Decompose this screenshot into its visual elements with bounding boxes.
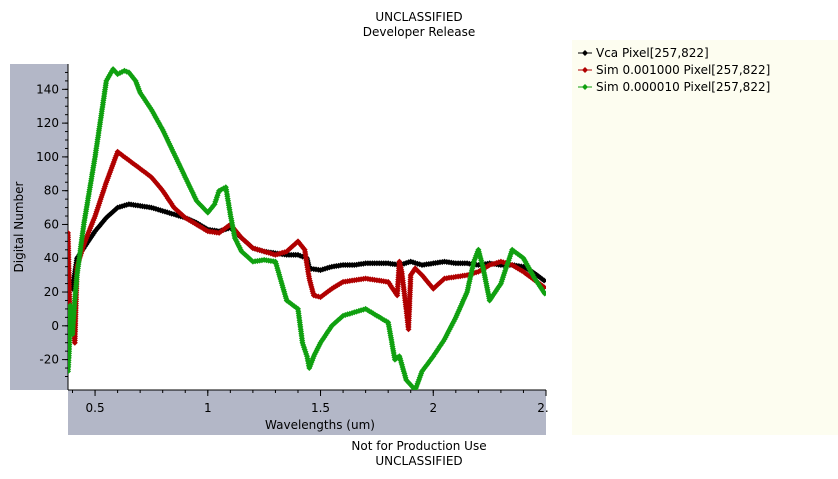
y-tick-label: 0	[51, 319, 59, 333]
legend-item-sim-00001[interactable]: Sim 0.000010 Pixel[257,822]	[578, 79, 770, 95]
classification-header: UNCLASSIFIED	[375, 10, 463, 24]
legend-swatch-sim-001	[578, 64, 592, 76]
legend-label-sim-001: Sim 0.001000 Pixel[257,822]	[596, 63, 771, 77]
y-tick-label: 140	[36, 82, 59, 96]
data-point-vca	[541, 277, 546, 284]
data-point-sim-00001	[123, 68, 130, 75]
data-point-sim-001	[122, 154, 129, 161]
left-axis-band	[10, 64, 68, 390]
production-notice: Not for Production Use	[351, 439, 487, 453]
x-tick-label: 2	[429, 401, 437, 415]
legend-marker-icon	[578, 50, 592, 56]
data-point-vca	[297, 252, 304, 259]
y-tick-label: 120	[36, 116, 59, 130]
legend: Vca Pixel[257,822] Sim 0.001000 Pixel[25…	[572, 40, 838, 435]
release-header: Developer Release	[362, 25, 476, 39]
y-tick-label: 40	[44, 251, 59, 265]
y-axis-label: Digital Number	[12, 181, 26, 272]
x-axis: 0.5 1 1.5 2 2.	[72, 390, 549, 415]
x-tick-label: 0.5	[86, 401, 105, 415]
x-tick-label: 2.	[537, 401, 548, 415]
legend-marker-icon	[578, 67, 592, 73]
series-layer	[68, 66, 546, 390]
legend-label-sim-00001: Sim 0.000010 Pixel[257,822]	[596, 80, 771, 94]
x-tick-label: 1.5	[311, 401, 330, 415]
y-tick-label: 20	[44, 285, 59, 299]
y-axis: -20 0 20 40 60 80 100 120 140	[36, 71, 68, 377]
legend-label-vca: Vca Pixel[257,822]	[596, 46, 709, 60]
legend-item-vca[interactable]: Vca Pixel[257,822]	[578, 45, 709, 61]
data-point-sim-001	[541, 284, 546, 291]
legend-marker-icon	[578, 84, 592, 90]
legend-swatch-vca	[578, 47, 592, 59]
y-tick-label: -20	[39, 353, 59, 367]
legend-swatch-sim-00001	[578, 81, 592, 93]
x-axis-label: Wavelengths (um)	[265, 418, 375, 432]
data-point-sim-00001	[541, 290, 546, 297]
x-tick-label: 1	[204, 401, 212, 415]
legend-item-sim-001[interactable]: Sim 0.001000 Pixel[257,822]	[578, 62, 770, 78]
plot-area	[68, 64, 546, 390]
y-tick-label: 80	[44, 184, 59, 198]
classification-footer: UNCLASSIFIED	[375, 454, 463, 468]
y-tick-label: 60	[44, 217, 59, 231]
y-tick-label: 100	[36, 150, 59, 164]
bottom-axis-band	[68, 390, 546, 435]
